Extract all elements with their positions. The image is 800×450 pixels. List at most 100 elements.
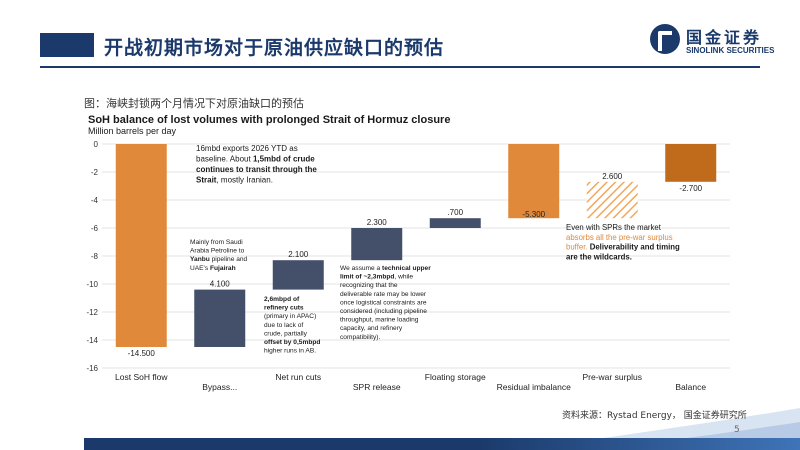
annotation-line: UAE's Fujairah — [190, 265, 236, 272]
annotation-segment: technical upper — [382, 265, 431, 272]
annotation-segment: continues to transit through the — [196, 165, 317, 174]
y-tick-label: -2 — [91, 168, 99, 177]
annotation-segment: once logistical constraints are — [340, 299, 427, 306]
annotation-segment: capacity, and refinery — [340, 325, 403, 332]
x-category-label: Floating storage — [425, 372, 486, 382]
annotation-line: (primary in APAC) — [264, 313, 316, 320]
waterfall-bar — [586, 181, 638, 219]
footer-bar — [84, 438, 800, 450]
annotation-line: due to lack of — [264, 322, 303, 329]
annotation-line: baseline. About 1,5mbd of crude — [196, 155, 315, 164]
annotation-line: Yanbu pipeline and — [190, 256, 248, 263]
annotation-segment: are the wildcards. — [566, 252, 632, 261]
annotation-segment: Deliverability and timing — [590, 243, 680, 252]
page-number: 5 — [734, 425, 740, 435]
annotation-segment: , mostly Iranian. — [216, 176, 272, 185]
annotation-segment: recognizing that the — [340, 282, 398, 289]
annotation-line: offset by 0,5mbpd — [264, 339, 320, 346]
bar-value-labels: -14.500 4.100 2.100 2.300 .700 -5.300 2.600 -2.… — [128, 172, 703, 358]
chart-bars — [115, 144, 717, 347]
slide-header: 开战初期市场对于原油供应缺口的预估 — [0, 0, 800, 80]
annotation-segment: due to lack of — [264, 322, 303, 329]
sinolink-logo: 国金证券 SINOLINK SECURITIES — [650, 24, 790, 58]
x-category-label: Bypass... — [202, 382, 237, 392]
annotation-segment: absorbs all the pre-war surplus — [566, 233, 673, 242]
annotation-segment: Even with SPRs the market — [566, 223, 662, 232]
annotation-line: Strait, mostly Iranian. — [196, 176, 273, 185]
annotation-segment: throughput, marine loading — [340, 317, 419, 324]
annotation-line: are the wildcards. — [566, 252, 632, 261]
annotation-segment: We assume a — [340, 265, 382, 272]
waterfall-chart-panel: 0 -2 -4 -6 -8 -10 -12 -14 -16 -14.500 4.100 2.100 2… — [84, 110, 734, 398]
bar-value-label: 2.300 — [367, 218, 388, 227]
annotation-line: We assume a technical upper — [340, 265, 431, 272]
figure-caption: 图：海峡封锁两个月情况下对原油缺口的预估 — [84, 97, 304, 110]
waterfall-bar — [272, 260, 324, 290]
annotation-segment: Arabia Petroline to — [190, 248, 245, 255]
waterfall-bar — [429, 218, 481, 228]
annotation-line: once logistical constraints are — [340, 299, 427, 306]
annotation-segment: Fujairah — [210, 265, 236, 272]
annotation-segment: pipeline and — [210, 256, 248, 263]
bar-value-label: -2.700 — [679, 184, 702, 193]
chart-title: SoH balance of lost volumes with prolong… — [88, 114, 450, 126]
annotation-line: Even with SPRs the market — [566, 223, 662, 232]
x-category-label: Net run cuts — [275, 372, 321, 382]
y-tick-label: -10 — [86, 280, 98, 289]
annotation-segment: 1,5mbd of crude — [253, 155, 315, 164]
y-tick-label: -4 — [91, 196, 99, 205]
y-tick-label: -6 — [91, 224, 99, 233]
annotation-line: absorbs all the pre-war surplus — [566, 233, 673, 242]
annotation-segment: 2,6mbpd of — [264, 296, 300, 303]
y-tick-label: 0 — [94, 140, 99, 149]
annotation-segment: UAE's — [190, 265, 210, 272]
annotation-segment: , while — [394, 274, 413, 281]
annotation-line: throughput, marine loading — [340, 317, 419, 324]
annotation-line: 16mbd exports 2026 YTD as — [196, 144, 298, 153]
y-tick-label: -12 — [86, 308, 98, 317]
x-category-label: Balance — [675, 382, 706, 392]
annotation-line: deliverable rate may be lower — [340, 291, 427, 298]
bar-value-label: -14.500 — [128, 349, 156, 358]
annotation-line: continues to transit through the — [196, 165, 317, 174]
annotation-segment: limit of ~2,3mbpd — [340, 274, 394, 281]
annotation-segment: Yanbu — [190, 256, 210, 263]
x-category-label: Lost SoH flow — [115, 372, 168, 382]
annotation-segment: offset by 0,5mbpd — [264, 339, 320, 346]
annotation-segment: baseline. About — [196, 155, 253, 164]
annotation-line: higher runs in AB. — [264, 348, 316, 355]
annotation-segment: 16mbd exports 2026 YTD as — [196, 144, 298, 153]
bar-value-label: -5.300 — [522, 210, 545, 219]
x-category-label: SPR release — [353, 382, 401, 392]
waterfall-bar — [194, 289, 246, 347]
bar-value-label: 4.100 — [210, 280, 231, 289]
annotation-segment: compatibility). — [340, 334, 380, 341]
y-tick-label: -16 — [86, 364, 98, 373]
source-note: 资料来源：Rystad Energy， 国金证券研究所 — [562, 411, 747, 421]
title-accent-block — [40, 33, 94, 57]
annotation-line: 2,6mbpd of — [264, 296, 300, 303]
annotation-line: capacity, and refinery — [340, 325, 403, 332]
annotation-line: considered (including pipeline — [340, 308, 427, 315]
page-title: 开战初期市场对于原油供应缺口的预估 — [104, 37, 445, 59]
logo-name-en: SINOLINK SECURITIES — [686, 46, 775, 55]
bar-value-label: .700 — [447, 208, 463, 217]
waterfall-bar — [665, 144, 717, 182]
annotation-line: refinery cuts — [264, 305, 304, 312]
y-axis-ticks: 0 -2 -4 -6 -8 -10 -12 -14 -16 — [86, 140, 98, 373]
y-tick-label: -8 — [91, 252, 99, 261]
waterfall-chart: 0 -2 -4 -6 -8 -10 -12 -14 -16 -14.500 4.100 2.100 2… — [86, 114, 730, 392]
sinolink-logo-icon — [650, 24, 680, 54]
annotation-line: crude, partially — [264, 330, 308, 337]
annotation-segment: considered (including pipeline — [340, 308, 427, 315]
chart-subtitle: Million barrels per day — [88, 126, 177, 136]
y-tick-label: -14 — [86, 336, 98, 345]
x-category-label: Residual imbalance — [497, 382, 571, 392]
annotation-segment: crude, partially — [264, 330, 308, 337]
chart-annotations: 16mbd exports 2026 YTD as baseline. About… — [190, 144, 680, 355]
x-axis-categories: Lost SoH flow Bypass... Net run cuts SPR re… — [115, 372, 706, 392]
annotation-segment: buffer. — [566, 243, 590, 252]
annotation-line: buffer. Deliverability and timing — [566, 243, 680, 252]
annotation-segment: Mainly from Saudi — [190, 239, 243, 246]
annotation-line: limit of ~2,3mbpd, while — [340, 274, 413, 281]
